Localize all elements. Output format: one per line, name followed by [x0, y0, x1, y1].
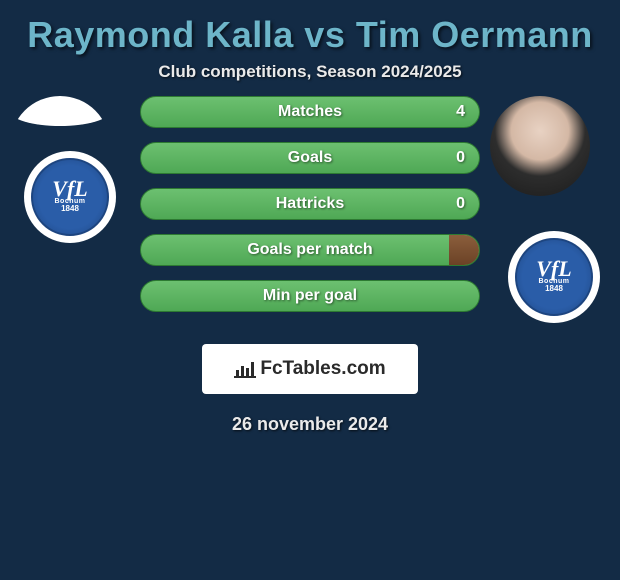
stat-right-value: 0 [456, 195, 465, 213]
brand-box: FcTables.com [202, 344, 418, 394]
stat-right-value: 0 [456, 149, 465, 167]
player-right-avatar [490, 96, 590, 196]
club-left-year: 1848 [61, 204, 79, 213]
brand-text: FcTables.com [260, 358, 385, 380]
stat-row: Goals 0 [140, 142, 480, 174]
stat-label: Goals [288, 149, 332, 167]
club-right-short: VfL [536, 261, 571, 276]
chart-icon [234, 360, 256, 378]
stat-label: Matches [278, 103, 342, 121]
stat-row: Min per goal [140, 280, 480, 312]
stat-row: Matches 4 [140, 96, 480, 128]
stat-label: Goals per match [247, 241, 372, 259]
date-line: 26 november 2024 [0, 414, 620, 435]
club-left-badge: VfL Bochum 1848 [24, 151, 116, 243]
stat-label: Min per goal [263, 287, 357, 305]
stat-row: Hattricks 0 [140, 188, 480, 220]
club-right-year: 1848 [545, 284, 563, 293]
stat-right-value: 4 [456, 103, 465, 121]
stat-fill-right [449, 235, 479, 265]
club-left-short: VfL [52, 181, 87, 196]
stats-area: VfL Bochum 1848 VfL Bochum 1848 Matches … [0, 96, 620, 336]
stat-row: Goals per match [140, 234, 480, 266]
page-title: Raymond Kalla vs Tim Oermann [0, 0, 620, 62]
stat-rows: Matches 4 Goals 0 Hattricks 0 Goals per … [140, 96, 480, 326]
club-right-badge: VfL Bochum 1848 [508, 231, 600, 323]
stat-label: Hattricks [276, 195, 344, 213]
subtitle: Club competitions, Season 2024/2025 [0, 62, 620, 96]
